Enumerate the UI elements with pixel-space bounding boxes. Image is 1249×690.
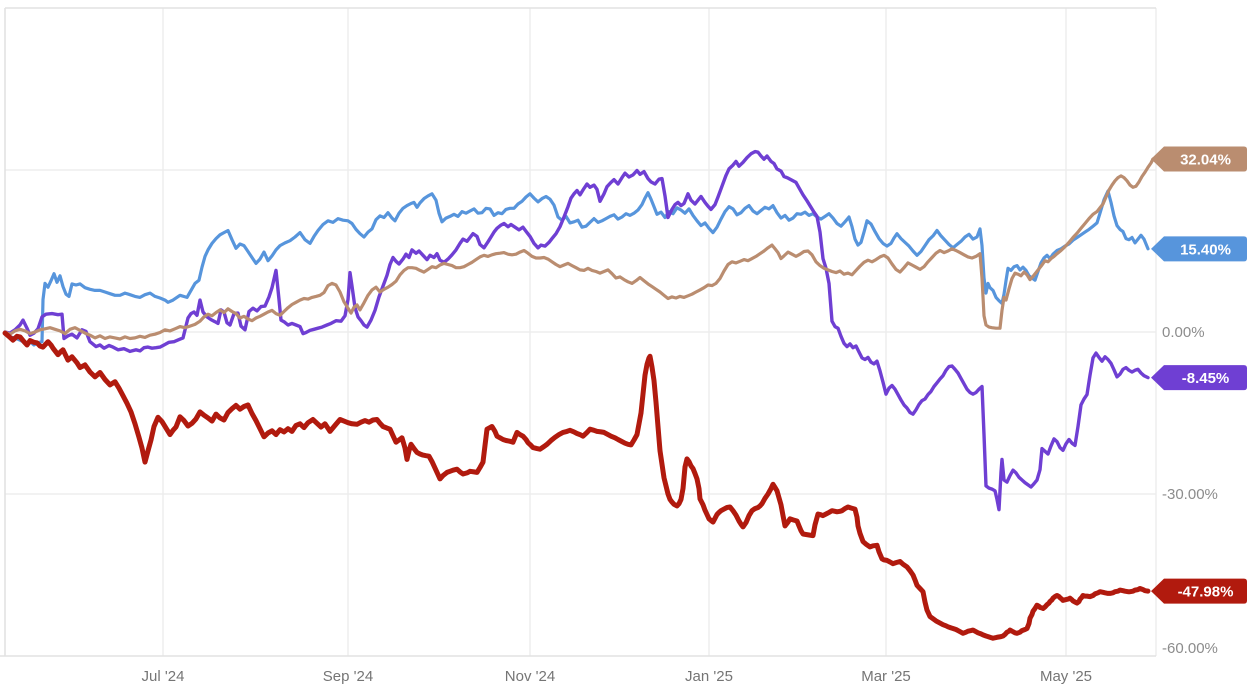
x-axis-label-4: Mar '25 [861, 668, 911, 685]
end-value-tag-tan [1151, 146, 1247, 172]
y-axis-label--6000: -60.00% [1162, 640, 1218, 657]
end-value-tag-blue [1151, 236, 1247, 262]
x-axis-label-2: Nov '24 [505, 668, 555, 685]
series-line-blue[interactable] [3, 189, 1150, 347]
y-axis-label-000: 0.00% [1162, 324, 1205, 341]
end-value-label-purple: -8.45% [1182, 370, 1230, 387]
x-axis-label-3: Jan '25 [685, 668, 733, 685]
end-value-label-tan: 32.04% [1180, 151, 1231, 168]
end-value-tag-purple [1151, 365, 1247, 391]
end-value-label-red: -47.98% [1178, 584, 1234, 601]
end-value-tag-red [1151, 578, 1247, 604]
series-line-red[interactable] [2, 330, 1151, 641]
y-axis-label--3000: -30.00% [1162, 486, 1218, 503]
end-value-label-blue: 15.40% [1180, 241, 1231, 258]
series-line-purple[interactable] [3, 149, 1150, 512]
x-axis-label-5: May '25 [1040, 668, 1092, 685]
series-line-tan[interactable] [3, 157, 1155, 341]
x-axis-label-0: Jul '24 [142, 668, 185, 685]
x-axis-label-1: Sep '24 [323, 668, 373, 685]
